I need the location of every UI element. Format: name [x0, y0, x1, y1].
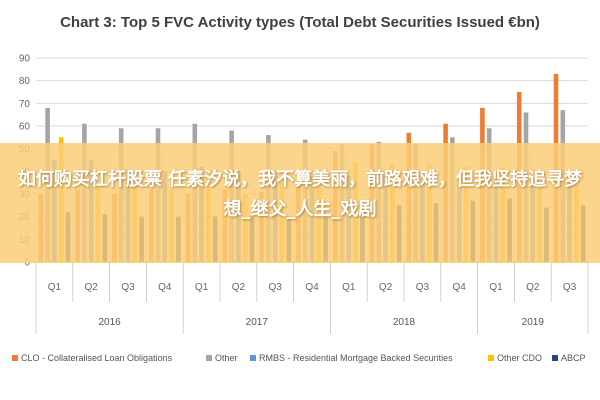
overlay-banner: [0, 143, 600, 263]
legend-swatch: [552, 355, 558, 361]
legend-label: Other: [215, 353, 238, 363]
legend-swatch: [488, 355, 494, 361]
x-tick-label: Q2: [232, 282, 246, 293]
x-tick-label: Q2: [526, 282, 540, 293]
overlay-banner-text: 如何购买杠杆股票 任素汐说，我不算美丽，前路艰难，但我坚持追寻梦想_继父_人生_…: [17, 169, 583, 220]
x-tick-label: Q3: [121, 282, 135, 293]
x-tick-label: Q4: [305, 282, 319, 293]
y-tick-label: 70: [19, 99, 31, 110]
x-group-label: 2019: [522, 317, 545, 328]
y-tick-label: 90: [19, 54, 31, 65]
x-tick-label: Q4: [158, 282, 172, 293]
x-tick-label: Q1: [489, 282, 503, 293]
chart-title: Chart 3: Top 5 FVC Activity types (Total…: [60, 14, 540, 31]
x-tick-label: Q3: [563, 282, 577, 293]
x-tick-label: Q3: [269, 282, 283, 293]
legend-label: RMBS - Residential Mortgage Backed Secur…: [259, 353, 453, 363]
x-group-label: 2016: [98, 317, 121, 328]
legend-swatch: [250, 355, 256, 361]
legend-label: CLO - Collateralised Loan Obligations: [21, 353, 173, 363]
legend-label: Other CDO: [497, 353, 542, 363]
x-tick-label: Q3: [416, 282, 430, 293]
legend-swatch: [206, 355, 212, 361]
legend-swatch: [12, 355, 18, 361]
y-tick-label: 60: [19, 122, 31, 133]
x-tick-label: Q2: [379, 282, 393, 293]
y-tick-label: 80: [19, 76, 31, 87]
x-tick-label: Q1: [342, 282, 356, 293]
x-group-label: 2017: [246, 317, 269, 328]
x-tick-label: Q1: [195, 282, 209, 293]
x-tick-label: Q2: [85, 282, 99, 293]
legend: CLO - Collateralised Loan Obligations Oth…: [12, 353, 586, 363]
legend-label: ABCP: [561, 353, 586, 363]
x-tick-label: Q4: [453, 282, 467, 293]
x-group-label: 2018: [393, 317, 416, 328]
x-tick-label: Q1: [48, 282, 62, 293]
y-tick-label: 0: [24, 258, 30, 269]
